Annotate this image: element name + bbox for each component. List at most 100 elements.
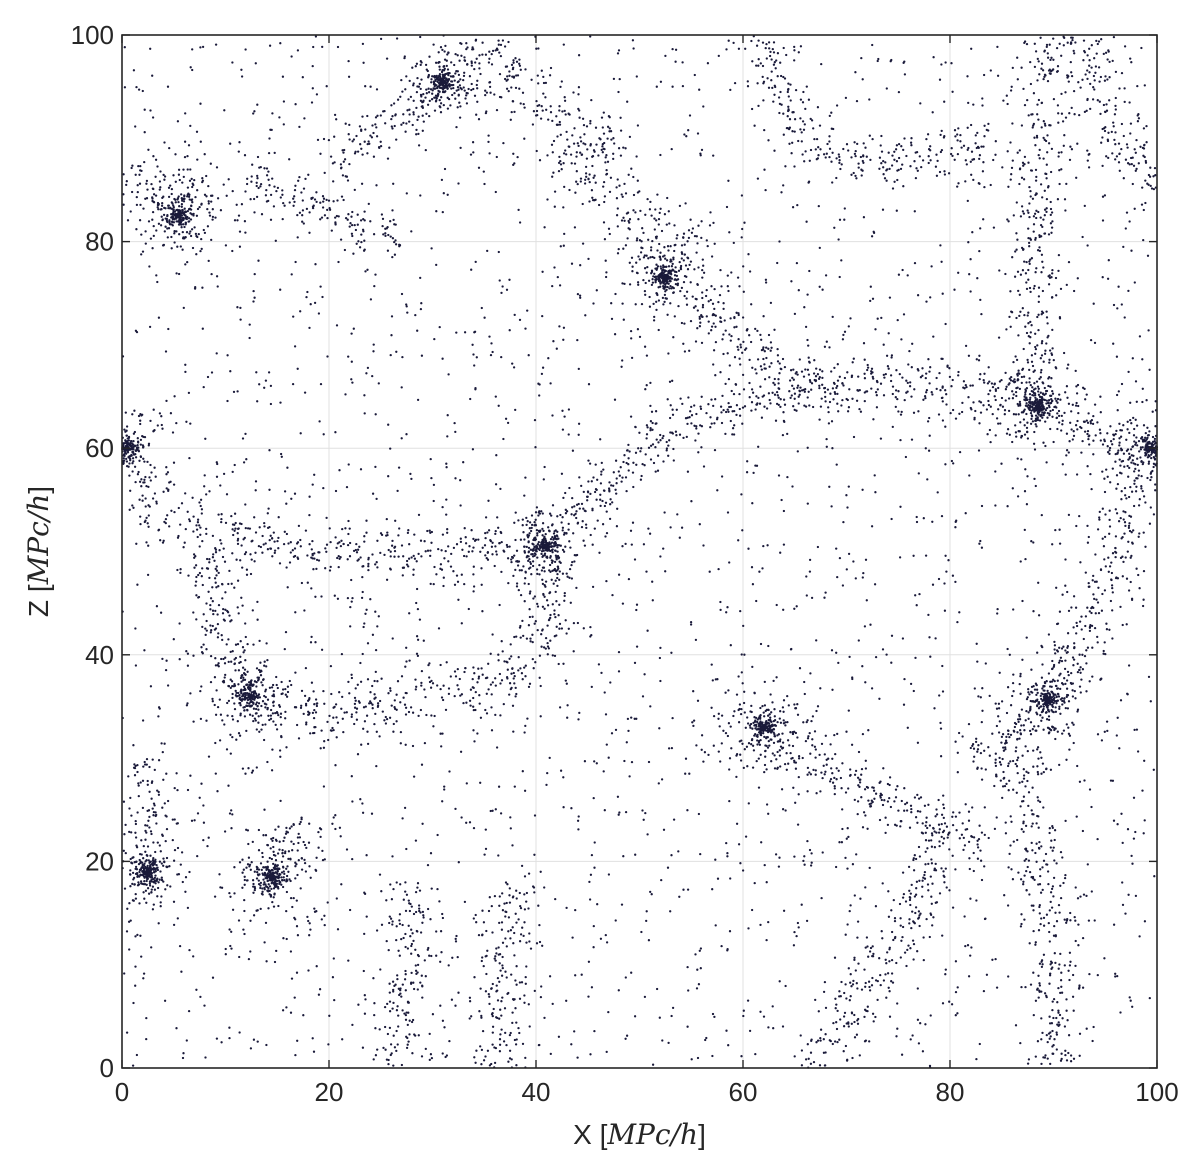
scatter-point bbox=[763, 863, 766, 867]
scatter-point bbox=[1138, 532, 1141, 535]
scatter-point bbox=[468, 996, 472, 999]
scatter-point bbox=[1039, 371, 1043, 374]
scatter-point bbox=[473, 94, 477, 97]
scatter-point bbox=[266, 512, 269, 515]
scatter-point bbox=[429, 457, 432, 461]
scatter-point bbox=[647, 527, 650, 530]
scatter-point bbox=[700, 395, 703, 398]
scatter-point bbox=[782, 398, 786, 401]
scatter-point bbox=[996, 45, 999, 49]
scatter-point bbox=[442, 584, 445, 588]
scatter-point bbox=[389, 353, 392, 357]
scatter-point bbox=[941, 385, 944, 388]
scatter-point bbox=[607, 756, 610, 759]
scatter-point bbox=[991, 385, 995, 389]
scatter-point bbox=[1026, 421, 1029, 424]
scatter-point bbox=[542, 75, 545, 79]
scatter-point bbox=[468, 821, 472, 824]
scatter-point bbox=[714, 398, 717, 401]
scatter-point bbox=[665, 259, 669, 262]
scatter-point bbox=[513, 521, 516, 524]
scatter-point bbox=[683, 133, 686, 136]
scatter-point bbox=[453, 421, 456, 425]
scatter-point bbox=[1047, 399, 1051, 402]
scatter-point bbox=[144, 505, 147, 508]
scatter-point bbox=[668, 380, 672, 383]
scatter-point bbox=[741, 373, 745, 377]
scatter-point bbox=[1126, 550, 1129, 553]
scatter-point bbox=[263, 808, 266, 811]
scatter-point bbox=[1058, 542, 1062, 545]
scatter-point bbox=[182, 306, 185, 310]
scatter-point bbox=[737, 313, 740, 317]
scatter-point bbox=[602, 180, 606, 184]
scatter-point bbox=[1087, 581, 1090, 585]
scatter-point bbox=[543, 552, 547, 555]
scatter-point bbox=[996, 74, 1000, 77]
scatter-point bbox=[594, 463, 597, 466]
scatter-point bbox=[712, 744, 715, 747]
scatter-point bbox=[833, 366, 836, 370]
scatter-point bbox=[1037, 286, 1041, 289]
scatter-point bbox=[201, 539, 204, 543]
scatter-point bbox=[1033, 42, 1036, 45]
scatter-point bbox=[696, 699, 700, 702]
scatter-point bbox=[760, 841, 763, 844]
scatter-point bbox=[849, 317, 852, 320]
scatter-point bbox=[557, 161, 561, 165]
scatter-point bbox=[921, 367, 924, 370]
scatter-point bbox=[348, 123, 351, 127]
scatter-point bbox=[301, 209, 305, 212]
scatter-point bbox=[597, 663, 601, 666]
scatter-point bbox=[513, 313, 516, 317]
scatter-point bbox=[247, 767, 250, 770]
scatter-point bbox=[661, 1039, 664, 1042]
scatter-point bbox=[498, 904, 501, 907]
scatter-point bbox=[431, 1013, 435, 1016]
scatter-point bbox=[1029, 258, 1032, 261]
scatter-point bbox=[1127, 495, 1131, 499]
scatter-point bbox=[625, 1034, 629, 1037]
scatter-point bbox=[415, 652, 419, 655]
scatter-point bbox=[507, 89, 510, 93]
scatter-point bbox=[881, 648, 885, 651]
scatter-point bbox=[484, 847, 488, 851]
scatter-point bbox=[346, 596, 350, 600]
scatter-point bbox=[296, 367, 299, 370]
scatter-point bbox=[311, 539, 314, 543]
scatter-point bbox=[838, 841, 841, 844]
scatter-point bbox=[868, 866, 871, 870]
scatter-point bbox=[149, 109, 152, 112]
scatter-point bbox=[762, 346, 765, 349]
scatter-point bbox=[842, 384, 845, 387]
scatter-point bbox=[365, 531, 368, 534]
scatter-point bbox=[574, 191, 577, 194]
scatter-point bbox=[184, 263, 187, 266]
scatter-point bbox=[877, 57, 880, 61]
scatter-point bbox=[539, 715, 542, 718]
scatter-point bbox=[540, 105, 543, 108]
scatter-point bbox=[1075, 815, 1078, 818]
scatter-point bbox=[891, 425, 894, 429]
scatter-point bbox=[599, 482, 603, 485]
scatter-point bbox=[1009, 325, 1012, 328]
scatter-point bbox=[1041, 289, 1045, 293]
scatter-point bbox=[758, 402, 762, 405]
scatter-point bbox=[956, 620, 959, 624]
scatter-point bbox=[667, 747, 671, 750]
scatter-point bbox=[627, 729, 630, 733]
scatter-point bbox=[856, 812, 859, 816]
scatter-point bbox=[588, 462, 592, 465]
scatter-point bbox=[415, 133, 418, 136]
scatter-point bbox=[651, 239, 654, 243]
scatter-point bbox=[806, 368, 810, 371]
scatter-point bbox=[234, 527, 237, 530]
scatter-point bbox=[658, 727, 661, 730]
scatter-point bbox=[158, 412, 162, 415]
scatter-point bbox=[765, 356, 768, 360]
scatter-point bbox=[906, 726, 909, 729]
scatter-point bbox=[917, 410, 920, 413]
scatter-point bbox=[628, 261, 631, 264]
scatter-point bbox=[1072, 626, 1075, 629]
scatter-point bbox=[678, 433, 682, 436]
